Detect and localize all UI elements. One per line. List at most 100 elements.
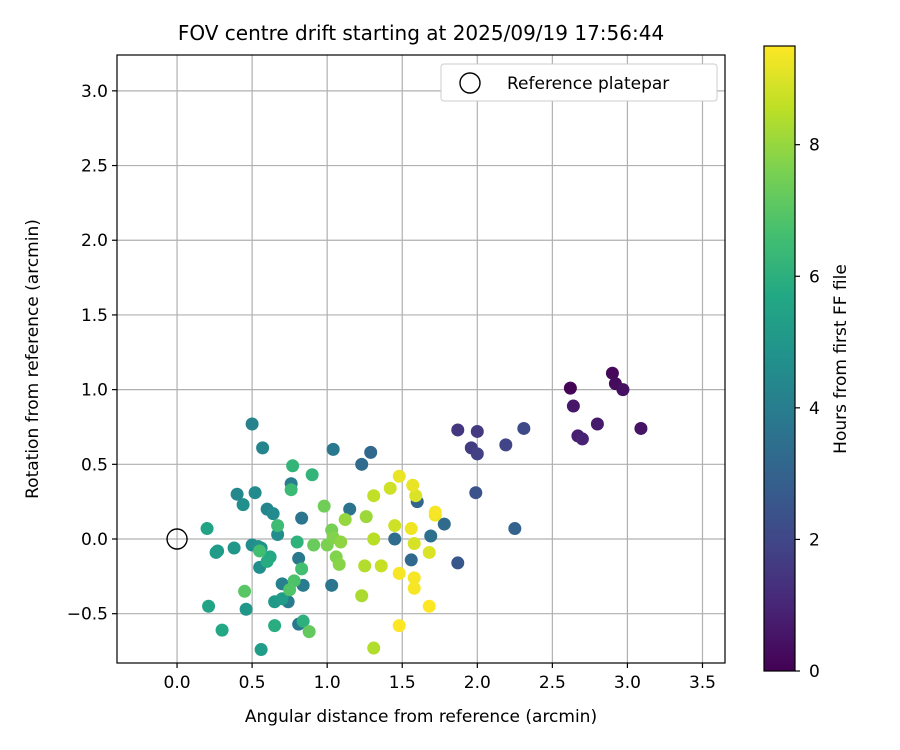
data-point [367,641,381,655]
y-axis-label: Rotation from reference (arcmin) [23,219,43,499]
data-point [296,614,310,628]
data-point [388,532,402,546]
data-point [283,583,297,597]
x-tick-label: 2.0 [464,673,491,693]
data-point [469,486,483,500]
data-point [317,499,331,513]
data-point [326,442,340,456]
data-point [230,487,244,501]
data-point [470,447,484,461]
data-point [404,553,418,567]
data-point [325,578,339,592]
data-point [374,559,388,573]
colorbar-ticks: 0 2 4 6 8 [795,136,820,682]
data-point [616,383,630,397]
y-tick-label: 2.0 [81,231,108,251]
data-point [254,643,268,657]
colorbar-tick-label: 4 [809,399,820,419]
data-point [508,522,522,536]
data-point [404,522,418,536]
data-point [286,459,300,473]
data-point [260,554,274,568]
data-point [295,562,309,576]
data-point [355,457,369,471]
x-tick-label: 1.0 [314,673,341,693]
data-point [209,545,223,559]
data-point [451,556,465,570]
x-axis-label: Angular distance from reference (arcmin) [245,707,597,727]
data-point [275,592,289,606]
data-point [367,489,381,503]
data-point [566,399,580,413]
data-point [284,483,298,497]
data-point [239,602,253,616]
data-point [359,510,373,524]
data-point [575,432,589,446]
data-point [268,619,282,633]
data-point [236,498,250,512]
colorbar-tick-label: 2 [809,530,820,550]
data-point [428,505,442,519]
data-point [271,528,285,542]
y-tick-label: 0.0 [81,530,108,550]
data-point [409,489,423,503]
data-point [343,502,357,516]
data-point [392,566,406,580]
data-point [253,544,267,558]
data-point [358,559,372,573]
plot-frame [116,54,726,664]
x-axis-ticks: 0.0 0.5 1.0 1.5 2.0 2.5 3.0 3.5 [164,663,716,693]
data-point [392,619,406,633]
data-point [407,581,421,595]
data-point [605,366,619,380]
x-tick-label: 0.5 [239,673,266,693]
y-tick-label: −0.5 [67,605,108,625]
data-point [499,438,513,452]
reference-platepar-marker [166,528,188,550]
data-point [364,445,378,459]
data-point [407,571,421,585]
y-tick-label: 2.5 [81,157,108,177]
y-tick-label: 1.5 [81,306,108,326]
data-point [305,468,319,482]
data-point [388,519,402,533]
data-point [256,441,270,455]
colorbar-label: Hours from first FF file [831,264,851,454]
data-point [407,536,421,550]
data-point [266,507,280,521]
legend: Reference platepar [440,63,718,102]
data-point [290,535,304,549]
x-tick-label: 3.0 [614,673,641,693]
legend-entry-reference-platepar: Reference platepar [507,74,669,94]
data-point [200,522,214,536]
legend-reference-icon [459,72,481,94]
y-tick-label: 3.0 [81,82,108,102]
data-point [517,421,531,435]
data-point [451,423,465,437]
data-point [392,469,406,483]
data-point [437,517,451,531]
scatter-points [200,366,648,657]
data-point [295,511,309,525]
data-point [332,557,346,571]
data-point [355,589,369,603]
colorbar: 0 2 4 6 8 Hours from first FF file [763,45,851,682]
chart-title: FOV centre drift starting at 2025/09/19 … [178,21,664,45]
data-point [292,551,306,565]
colorbar-tick-label: 0 [809,662,820,682]
data-point [238,584,252,598]
data-point [302,625,316,639]
data-point [406,478,420,492]
x-tick-label: 1.5 [389,673,416,693]
data-point [245,417,259,431]
data-point [202,599,216,613]
data-point [424,529,438,543]
grid-lines [117,55,725,663]
y-tick-label: 1.0 [81,381,108,401]
data-point [248,486,262,500]
data-point [334,535,348,549]
x-tick-label: 3.5 [689,673,716,693]
colorbar-gradient [763,45,796,672]
data-point [590,417,604,431]
